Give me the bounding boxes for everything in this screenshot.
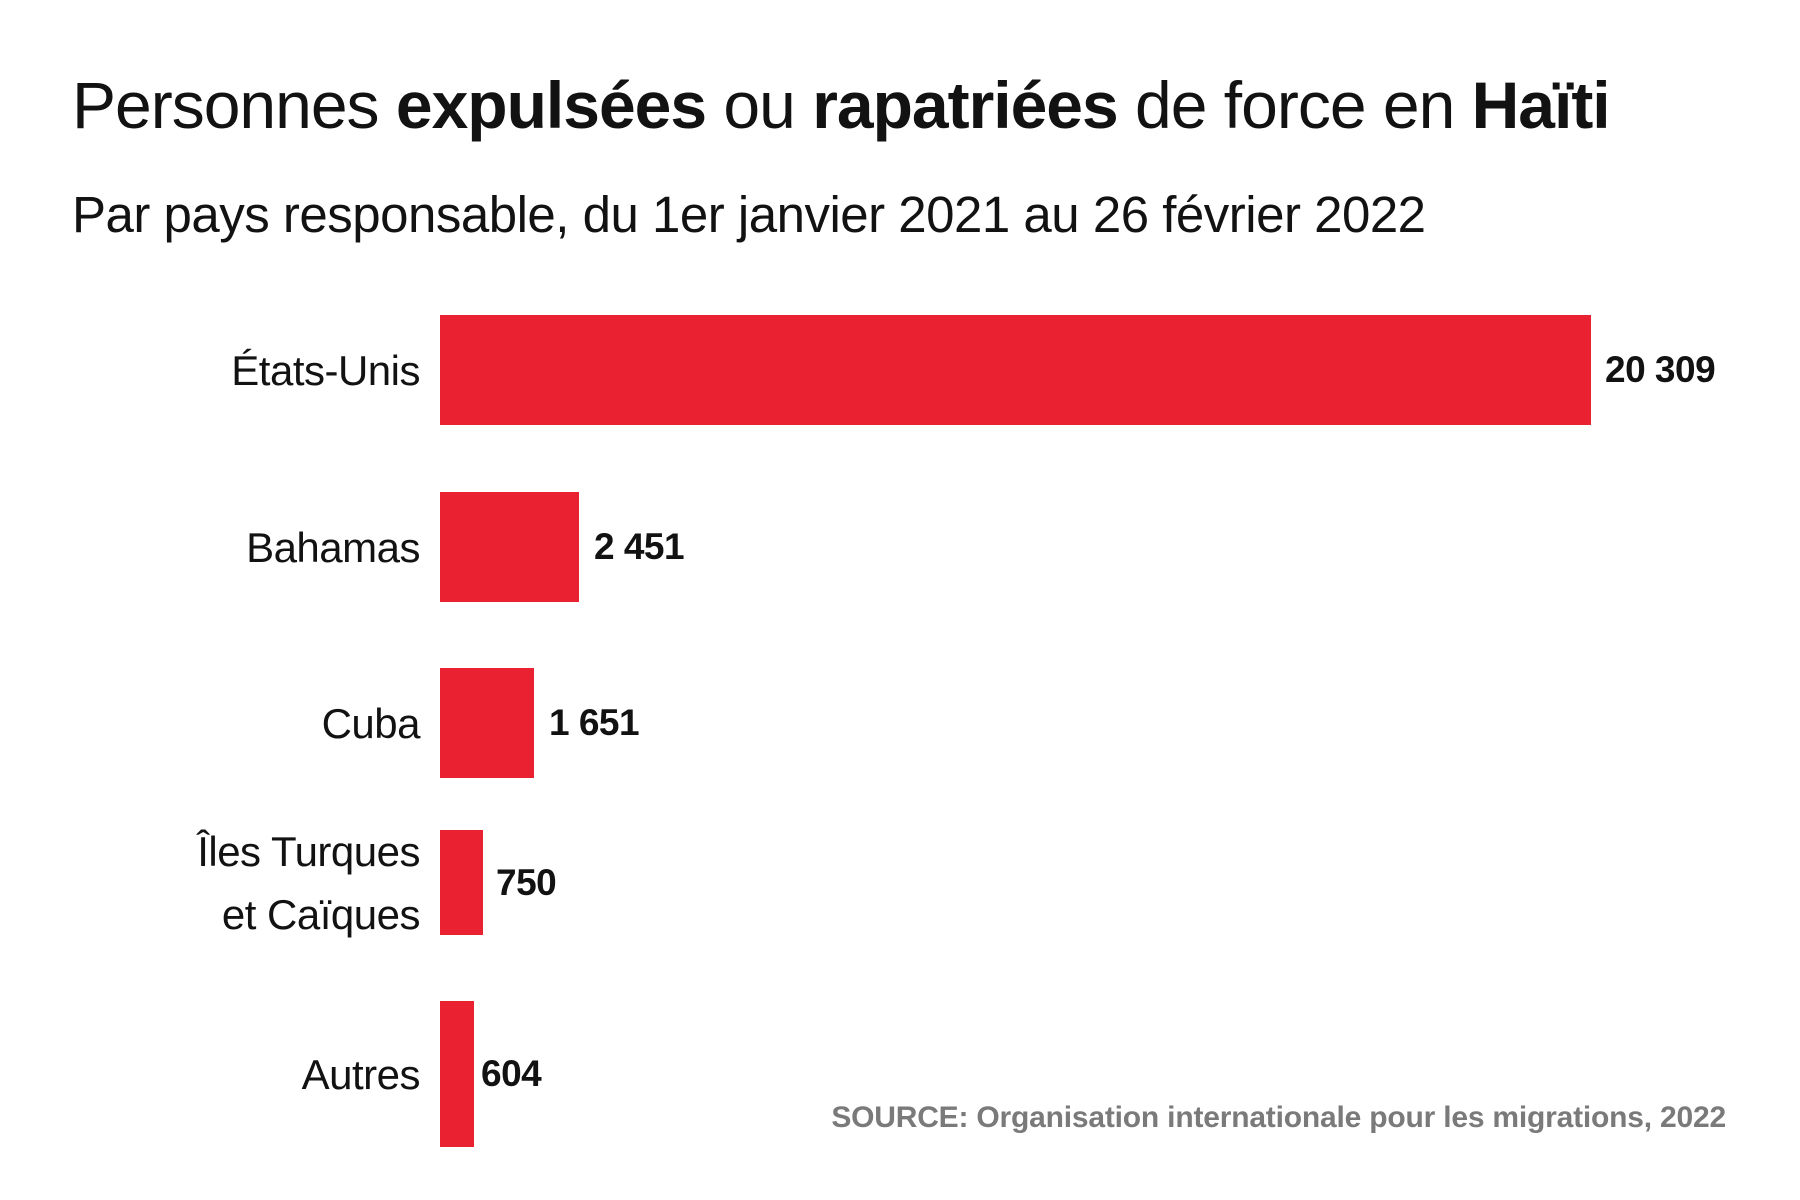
value-label: 750: [496, 861, 557, 903]
bar-row: Cuba 1 651: [0, 668, 1800, 778]
category-label-line: Cuba: [321, 699, 421, 747]
category-label-line: et Caïques: [221, 890, 421, 938]
category-label: Autres: [0, 1001, 421, 1147]
category-label: États-Unis: [0, 315, 420, 425]
chart-title: Personnes expulsées ou rapatriées de for…: [72, 66, 1611, 145]
bar-row: Îles Turques et Caïques 750: [0, 828, 1800, 938]
category-label-line: Bahamas: [246, 523, 420, 571]
category-label: Bahamas: [0, 492, 420, 602]
category-label-line: Autres: [301, 1050, 421, 1098]
value-label: 20 309: [1605, 349, 1716, 390]
bar-row: États-Unis 20 309: [0, 315, 1800, 425]
category-label: Cuba: [0, 668, 421, 778]
category-label-line: États-Unis: [231, 346, 420, 394]
value-label: 2 451: [594, 526, 685, 567]
title-segment-bold: rapatriées: [812, 68, 1119, 142]
bar-rect: [440, 830, 483, 935]
title-segment-bold: Haïti: [1471, 68, 1611, 142]
bar-rect: [440, 315, 1591, 425]
bar-row: Bahamas 2 451: [0, 492, 1800, 602]
bar-rect: [440, 1001, 474, 1147]
title-segment-bold: expulsées: [395, 68, 707, 142]
source-credit: SOURCE: Organisation internationale pour…: [831, 1101, 1726, 1134]
bar-rect: [440, 492, 579, 602]
bar-row: Autres 604: [0, 1001, 1800, 1147]
category-label-line: Îles Turques: [197, 827, 420, 875]
value-label: 604: [481, 1053, 542, 1094]
title-segment: Personnes: [72, 68, 396, 142]
bar-rect: [440, 668, 534, 778]
category-label: Îles Turques et Caïques: [0, 828, 420, 938]
chart-subtitle: Par pays responsable, du 1er janvier 202…: [72, 186, 1426, 243]
value-label: 1 651: [549, 702, 640, 743]
title-segment: de force en: [1117, 68, 1472, 142]
title-segment: ou: [706, 68, 813, 142]
